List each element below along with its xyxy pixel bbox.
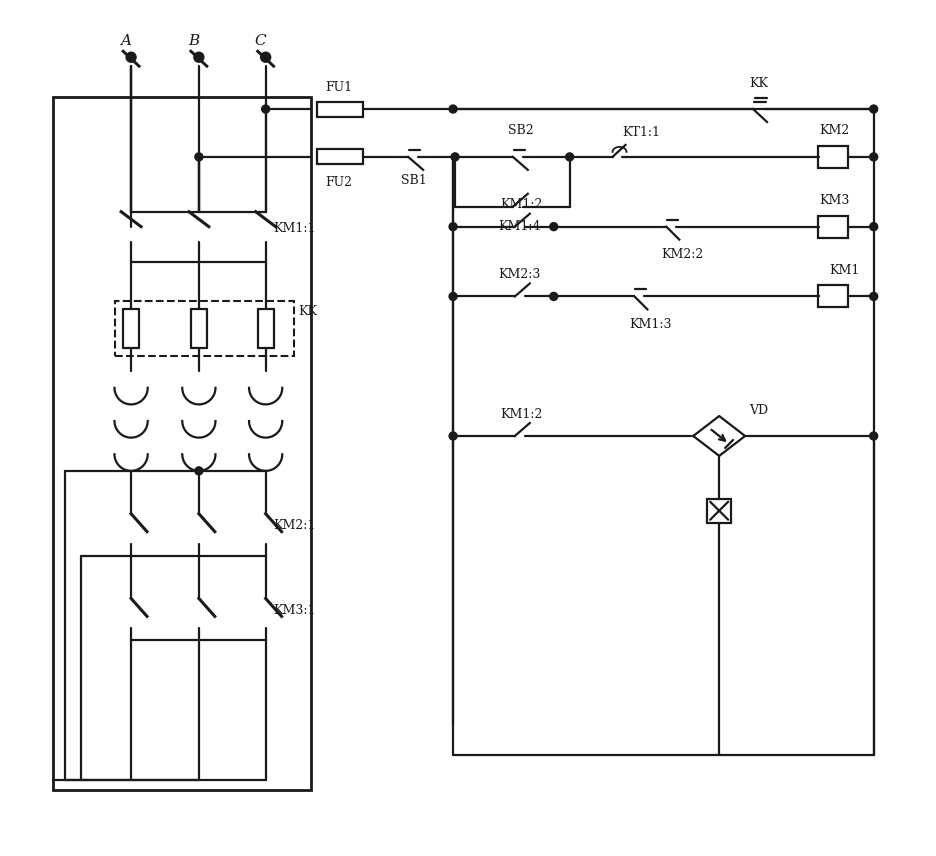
Text: SB2: SB2 xyxy=(508,124,534,138)
Circle shape xyxy=(870,432,878,440)
Text: KM1:2: KM1:2 xyxy=(500,407,542,420)
Circle shape xyxy=(195,153,203,161)
Text: KM1: KM1 xyxy=(828,264,859,277)
Text: VD: VD xyxy=(749,403,768,417)
Circle shape xyxy=(549,223,558,230)
Circle shape xyxy=(262,105,270,113)
Circle shape xyxy=(870,105,878,113)
Bar xyxy=(115,301,294,356)
Bar xyxy=(53,97,311,790)
Circle shape xyxy=(870,223,878,230)
Bar xyxy=(818,216,848,238)
Text: C: C xyxy=(255,34,267,48)
Bar xyxy=(818,285,848,307)
Text: B: B xyxy=(188,34,199,48)
Text: KM1:4: KM1:4 xyxy=(498,220,540,233)
Bar xyxy=(317,150,363,164)
Circle shape xyxy=(195,467,203,475)
Text: KM1:3: KM1:3 xyxy=(630,318,672,330)
Circle shape xyxy=(451,153,459,161)
Text: FU2: FU2 xyxy=(326,176,353,189)
Bar xyxy=(708,499,731,523)
Circle shape xyxy=(449,432,457,440)
Text: KM3:1: KM3:1 xyxy=(273,603,316,617)
Circle shape xyxy=(126,52,136,62)
Text: KM2: KM2 xyxy=(819,124,849,138)
Text: KT1:1: KT1:1 xyxy=(622,127,661,140)
Text: FU1: FU1 xyxy=(326,80,353,93)
Circle shape xyxy=(194,52,204,62)
Circle shape xyxy=(870,153,878,161)
Bar xyxy=(317,102,363,116)
Circle shape xyxy=(870,293,878,300)
Circle shape xyxy=(260,52,271,62)
Circle shape xyxy=(449,105,457,113)
Text: KK: KK xyxy=(749,77,768,90)
Text: KM1:1: KM1:1 xyxy=(273,223,316,235)
Bar xyxy=(818,146,848,168)
Text: KK: KK xyxy=(299,305,317,318)
Circle shape xyxy=(549,293,558,300)
Text: KM2:3: KM2:3 xyxy=(498,268,540,281)
Text: KM2:2: KM2:2 xyxy=(662,248,704,261)
Text: KM2:1: KM2:1 xyxy=(273,520,316,532)
Text: KM1:2: KM1:2 xyxy=(500,199,542,211)
Circle shape xyxy=(565,153,574,161)
Circle shape xyxy=(449,223,457,230)
Circle shape xyxy=(449,293,457,300)
Text: A: A xyxy=(121,34,132,48)
Text: SB1: SB1 xyxy=(402,175,427,187)
Text: KM3: KM3 xyxy=(819,194,849,207)
